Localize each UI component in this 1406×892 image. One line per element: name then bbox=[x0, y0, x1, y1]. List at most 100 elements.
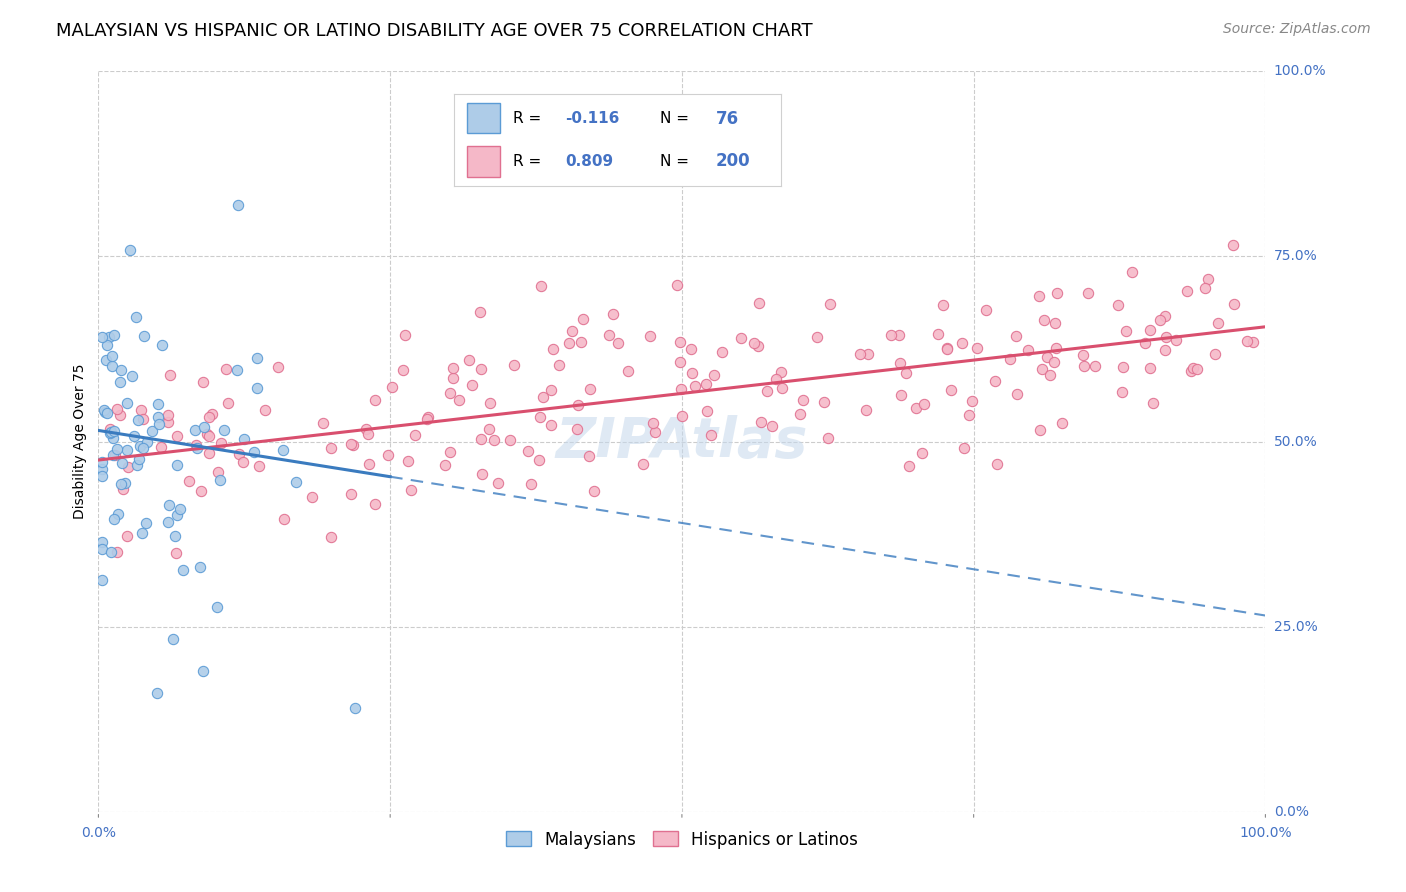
Point bbox=[166, 458, 188, 472]
Point bbox=[890, 388, 912, 402]
Point bbox=[232, 455, 254, 469]
Point bbox=[889, 356, 911, 370]
Point bbox=[441, 371, 464, 385]
Point bbox=[1133, 336, 1156, 351]
Point bbox=[813, 394, 835, 409]
Point bbox=[129, 439, 152, 453]
Point bbox=[215, 362, 238, 376]
Point bbox=[1017, 343, 1039, 357]
Point bbox=[100, 425, 122, 439]
Point bbox=[976, 303, 998, 318]
Point bbox=[115, 396, 138, 410]
Point bbox=[540, 384, 562, 398]
Point bbox=[105, 401, 128, 416]
Point bbox=[1194, 281, 1216, 295]
Point bbox=[571, 311, 593, 326]
Text: 100.0%: 100.0% bbox=[1274, 64, 1326, 78]
Point bbox=[111, 457, 134, 471]
Point bbox=[1121, 265, 1143, 279]
Point bbox=[449, 392, 471, 407]
Point bbox=[1223, 297, 1246, 311]
Point bbox=[1005, 387, 1028, 401]
Point bbox=[122, 429, 145, 443]
Point bbox=[765, 372, 787, 386]
Point bbox=[617, 364, 640, 378]
Point bbox=[207, 465, 229, 479]
Point bbox=[91, 469, 114, 483]
Point bbox=[198, 446, 221, 460]
Point bbox=[606, 336, 628, 351]
Point bbox=[105, 545, 128, 559]
Text: 75.0%: 75.0% bbox=[1274, 250, 1317, 263]
Point bbox=[529, 409, 551, 424]
Point bbox=[433, 458, 456, 472]
Point bbox=[986, 457, 1008, 471]
Point bbox=[101, 359, 124, 374]
Point bbox=[150, 337, 173, 351]
Point bbox=[135, 516, 157, 530]
Point bbox=[770, 381, 793, 395]
Point bbox=[246, 351, 269, 365]
Point bbox=[1084, 359, 1107, 373]
Point bbox=[184, 438, 207, 452]
Point bbox=[531, 390, 554, 404]
Point bbox=[90, 573, 112, 587]
Point bbox=[631, 457, 654, 471]
Point bbox=[1204, 346, 1226, 360]
Point bbox=[1197, 272, 1219, 286]
Point bbox=[644, 425, 666, 439]
Point bbox=[209, 435, 232, 450]
Point bbox=[225, 363, 247, 377]
Point bbox=[156, 515, 179, 529]
Point bbox=[598, 328, 620, 343]
Point bbox=[201, 407, 224, 421]
Point bbox=[1028, 289, 1050, 303]
Point bbox=[470, 305, 492, 319]
Point bbox=[789, 407, 811, 421]
Point bbox=[904, 401, 927, 415]
Point bbox=[166, 508, 188, 522]
Point bbox=[354, 421, 377, 435]
Point bbox=[1139, 361, 1161, 376]
Point bbox=[339, 487, 361, 501]
Point bbox=[806, 330, 828, 344]
Point bbox=[1036, 350, 1059, 364]
Point bbox=[578, 449, 600, 463]
Point bbox=[911, 446, 934, 460]
Point bbox=[1029, 423, 1052, 437]
Point bbox=[747, 339, 769, 353]
Point bbox=[108, 375, 131, 389]
Point bbox=[135, 435, 157, 450]
Point bbox=[363, 393, 385, 408]
Point bbox=[115, 443, 138, 458]
Point bbox=[499, 433, 522, 447]
Point bbox=[486, 476, 509, 491]
Point bbox=[897, 459, 920, 474]
Point bbox=[503, 358, 526, 372]
Point bbox=[1154, 310, 1177, 324]
Point bbox=[404, 427, 426, 442]
Point bbox=[927, 326, 949, 341]
Point bbox=[184, 423, 207, 437]
Point bbox=[98, 422, 121, 436]
Point bbox=[233, 432, 256, 446]
Point bbox=[1139, 323, 1161, 337]
Point bbox=[543, 343, 565, 357]
Point bbox=[146, 686, 169, 700]
Point bbox=[90, 462, 112, 476]
Point bbox=[679, 342, 702, 356]
Point bbox=[1071, 348, 1094, 362]
Point bbox=[101, 349, 124, 363]
Point bbox=[669, 334, 692, 349]
Point bbox=[1107, 298, 1129, 312]
Point bbox=[103, 424, 125, 438]
Point bbox=[357, 426, 380, 441]
Point bbox=[540, 417, 562, 432]
Point bbox=[939, 383, 962, 397]
Point bbox=[117, 459, 139, 474]
Point bbox=[146, 397, 169, 411]
Point bbox=[148, 417, 170, 431]
Point bbox=[984, 374, 1007, 388]
Point bbox=[671, 409, 693, 423]
Point bbox=[441, 361, 464, 376]
